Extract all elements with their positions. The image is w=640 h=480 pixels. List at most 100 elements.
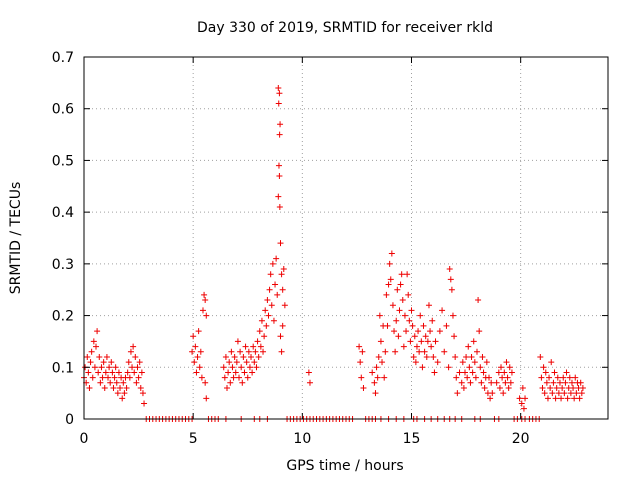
data-point [138,369,145,376]
data-point [579,384,586,391]
data-point [477,364,484,371]
data-point [111,374,118,381]
data-point [251,359,258,366]
data-point [192,343,199,350]
data-point [276,131,283,138]
data-point [275,193,282,200]
data-point [280,266,287,273]
data-point [373,364,380,371]
data-point [476,328,483,335]
data-point [466,364,473,371]
data-point [416,348,423,355]
data-point [98,364,105,371]
data-point [254,338,261,345]
data-point [245,348,252,355]
data-point [486,374,493,381]
data-point [401,312,408,319]
data-point [114,390,121,397]
data-point [305,369,312,376]
data-point [519,384,526,391]
data-point [446,266,453,273]
data-point [445,364,452,371]
data-point [270,317,277,324]
data-point [243,359,250,366]
data-point [568,379,575,386]
data-point [262,307,269,314]
data-point [506,364,513,371]
data-point [393,317,400,324]
data-point [417,312,424,319]
data-point [89,374,96,381]
data-point [387,276,394,283]
data-point [132,353,139,360]
y-tick-label: 0.1 [52,360,74,376]
data-point [85,369,92,376]
data-point [221,374,228,381]
data-point [432,338,439,345]
data-point [516,395,523,402]
data-point [113,379,120,386]
data-point [399,297,406,304]
data-point [225,369,232,376]
data-point [470,338,477,345]
data-point [468,353,475,360]
y-tick-label: 0.2 [52,309,74,325]
data-point [227,379,234,386]
data-point [459,359,466,366]
data-point [481,384,488,391]
data-point [197,348,204,355]
data-point [520,405,527,412]
data-point [469,369,476,376]
data-point [203,395,210,402]
data-point [479,353,486,360]
data-point [199,307,206,314]
data-point [103,353,110,360]
data-point [379,359,386,366]
data-point [502,379,509,386]
data-point [137,384,144,391]
data-point [496,384,503,391]
data-point [131,369,138,376]
data-point [268,302,275,309]
data-point [203,312,210,319]
data-point [356,343,363,350]
data-point [381,374,388,381]
data-point [551,369,558,376]
data-point [230,374,237,381]
data-point [418,338,425,345]
data-point [395,333,402,340]
data-point [423,353,430,360]
data-point [136,359,143,366]
data-point [403,328,410,335]
data-point [260,348,267,355]
data-point [428,343,435,350]
data-point [277,121,284,128]
data-point [273,255,280,262]
data-point [202,297,209,304]
data-point [443,322,450,329]
x-tick-label: 5 [189,431,198,447]
data-point [375,353,382,360]
data-point [576,395,583,402]
data-point [572,374,579,381]
data-point [139,390,146,397]
data-point [193,369,200,376]
plot-frame [83,56,609,420]
data-point [386,260,393,267]
data-point [229,364,236,371]
data-point [90,338,97,345]
data-point [359,348,366,355]
data-point [467,379,474,386]
data-point [234,338,241,345]
data-point [274,291,281,298]
data-point [560,374,567,381]
data-point [119,395,126,402]
data-point [279,286,286,293]
x-tick-label: 15 [403,431,421,447]
data-point [546,374,553,381]
data-point [495,369,502,376]
data-point [275,162,282,169]
data-point [226,359,233,366]
data-point [448,286,455,293]
